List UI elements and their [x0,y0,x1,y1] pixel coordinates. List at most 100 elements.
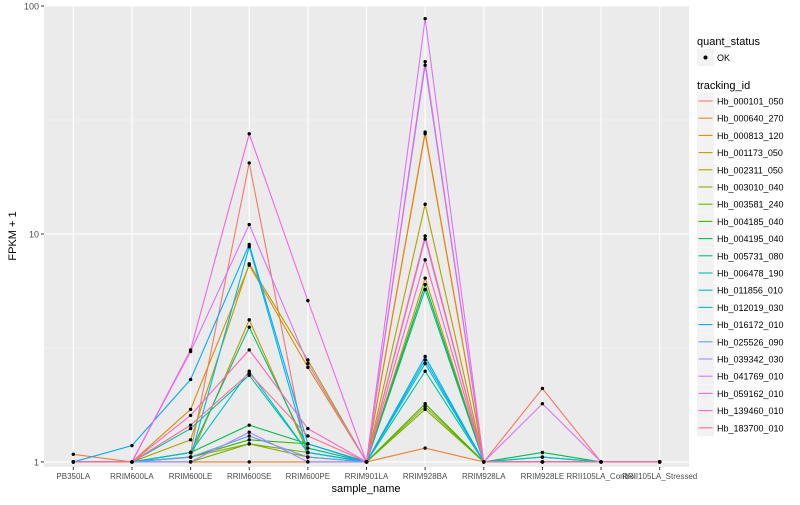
legend-series-label: Hb_016172_010 [717,320,784,330]
legend-tracking-title: tracking_id [697,80,750,92]
legend-series-label: Hb_006478_190 [717,269,784,279]
data-point-Hb_005731_080 [306,446,310,450]
legend-series-label: Hb_001173_050 [717,148,783,158]
x-tick-label: RRIM600SE [227,472,271,481]
data-point-Hb_004185_040 [423,402,427,406]
data-point-Hb_016172_010 [306,442,310,446]
data-point-Hb_000813_120 [423,130,427,134]
data-point-Hb_011856_010 [188,450,193,455]
data-point-Hb_004195_040 [247,423,251,427]
data-point-Hb_003581_240 [247,442,251,446]
legend-series-label: Hb_000813_120 [717,131,784,141]
data-point-Hb_000640_270 [71,452,76,456]
data-point-Hb_025526_090 [306,455,310,459]
data-point-Hb_183700_010 [423,234,427,238]
data-point-Hb_016172_010 [188,377,193,382]
x-tick-label: RRIM928BA [403,472,448,481]
legend-quant-label: OK [717,53,730,63]
x-tick-label: RRIM928LA [462,472,506,481]
x-tick-label: RRII105LA_Control [566,472,636,481]
legend-quant-items: OK [697,49,730,66]
data-point-Hb_005731_080 [247,325,251,329]
data-point-Hb_000640_270 [423,446,427,450]
data-point-Hb_016172_010 [130,443,134,448]
data-point-Hb_016172_010 [423,354,427,359]
data-point-Hb_002311_050 [423,202,427,206]
data-point-Hb_002311_050 [306,358,310,362]
data-point-Hb_025526_090 [247,434,251,438]
data-point-Hb_002311_050 [188,438,193,442]
legend-series-label: Hb_000640_270 [717,114,784,124]
legend-series-label: Hb_003010_040 [717,183,784,193]
y-tick-label: 10 [29,229,39,239]
data-point-Hb_183700_010 [482,460,486,464]
legend-series-label: Hb_039342_030 [717,355,784,365]
data-point-Hb_012019_030 [306,450,310,455]
data-point-Hb_059162_010 [423,59,427,64]
legend-series-label: Hb_041769_010 [717,372,784,382]
data-point-Hb_041769_010 [247,222,251,227]
data-point-Hb_000813_120 [306,365,310,370]
data-point-Hb_139460_010 [247,348,251,352]
data-point-Hb_004185_040 [247,438,251,442]
data-point-Hb_003010_040 [423,404,427,409]
data-point-Hb_039342_030 [247,430,251,434]
points-layer [71,16,662,464]
y-axis-title: FPKM + 1 [7,211,19,260]
data-point-Hb_183700_010 [599,460,603,464]
data-point-Hb_012019_030 [423,358,427,362]
data-point-Hb_183700_010 [247,371,251,375]
legend-series-label: Hb_002311_050 [717,165,783,175]
legend-point-marker [703,55,708,60]
x-tick-label: RRII105LA_Stressed [622,472,697,481]
data-point-Hb_000813_120 [188,407,193,412]
legend-series-label: Hb_004185_040 [717,217,784,227]
legend-series-label: Hb_012019_030 [717,303,784,313]
legend-series-label: Hb_059162_010 [717,389,784,399]
data-point-Hb_183700_010 [540,460,545,464]
x-axis-title: sample_name [331,483,400,495]
data-point-Hb_004195_040 [423,282,427,287]
legend-quant-status-title: quant_status [697,36,760,48]
data-point-Hb_041769_010 [423,16,427,21]
data-point-Hb_183700_010 [188,423,193,427]
data-point-Hb_139460_010 [188,413,193,418]
legend-series-label: Hb_011856_010 [717,286,783,296]
data-point-Hb_001173_050 [423,276,427,280]
data-point-Hb_183700_010 [71,460,76,464]
data-point-Hb_183700_010 [657,460,662,464]
y-tick-label: 100 [24,2,39,12]
legend-series-label: Hb_139460_010 [717,406,784,416]
data-point-Hb_016172_010 [247,242,251,247]
data-point-Hb_002311_050 [247,262,251,266]
legend-series-label: Hb_183700_010 [717,423,784,433]
data-point-Hb_039342_030 [188,460,193,464]
data-point-Hb_004195_040 [540,450,545,455]
data-point-Hb_025526_090 [423,63,427,67]
axis-layer: 1 10 100 PB350LA RRIM600LA RRIM600LE RRIM600SE… [24,2,697,482]
legend-series-label: Hb_003581_240 [717,200,784,210]
x-tick-label: PB350LA [56,472,90,481]
data-point-Hb_059162_010 [188,348,193,352]
data-point-Hb_183700_010 [306,434,310,438]
data-point-Hb_139460_010 [306,426,310,431]
data-point-Hb_183700_010 [364,460,369,464]
x-tick-label: RRIM901LA [345,472,389,481]
data-point-Hb_041769_010 [306,361,310,366]
legend-series-label: Hb_004195_040 [717,234,784,244]
x-tick-label: RRIM928LE [521,472,565,481]
legend-series-label: Hb_000101_050 [717,97,784,107]
data-point-Hb_039342_030 [423,237,427,241]
data-point-Hb_000101_050 [247,161,251,165]
data-point-Hb_059162_010 [247,132,251,136]
data-point-Hb_003581_240 [423,407,427,412]
x-tick-label: RRIM600LE [169,472,213,481]
data-point-Hb_183700_010 [130,460,134,464]
data-point-Hb_059162_010 [306,298,310,303]
data-point-Hb_041769_010 [540,402,545,406]
x-tick-label: RRIM600LA [110,472,154,481]
legend: quant_status OK tracking_id Hb_000101_05… [697,36,784,437]
data-point-Hb_005731_080 [423,287,427,292]
data-point-Hb_001173_050 [247,318,251,322]
